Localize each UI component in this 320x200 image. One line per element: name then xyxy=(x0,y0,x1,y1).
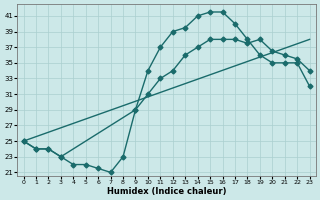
X-axis label: Humidex (Indice chaleur): Humidex (Indice chaleur) xyxy=(107,187,226,196)
